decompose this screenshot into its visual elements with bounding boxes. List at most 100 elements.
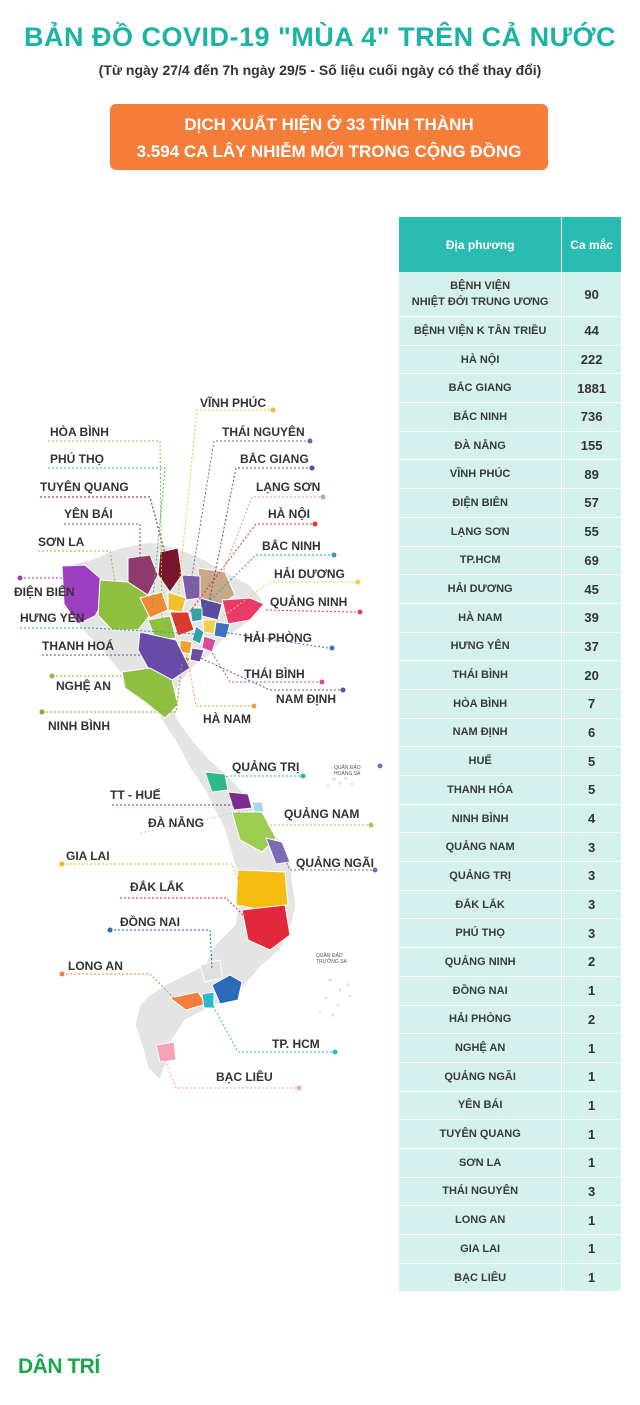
table-row: HƯNG YÊN 37 bbox=[399, 632, 621, 662]
table-row: QUẢNG NAM 3 bbox=[399, 833, 621, 863]
table-row: ĐÀ NẴNG 155 bbox=[399, 431, 621, 461]
table-row: NINH BÌNH 4 bbox=[399, 804, 621, 834]
row-cases: 57 bbox=[584, 495, 599, 511]
row-place: THÁI BÌNH bbox=[399, 661, 563, 689]
table-row: ĐẮK LẮK 3 bbox=[399, 890, 621, 920]
table-row: ĐỒNG NAI 1 bbox=[399, 976, 621, 1006]
label-truong-sa-1: QUẦN ĐẢO bbox=[316, 952, 343, 959]
row-place: GIA LAI bbox=[399, 1235, 563, 1263]
label-thanh-hoa: THANH HOÁ bbox=[42, 638, 114, 653]
table-header: Địa phương Ca mắc bbox=[399, 217, 621, 272]
label-truong-sa-2: TRƯỜNG SA bbox=[316, 958, 347, 965]
row-place: QUẢNG NGÃI bbox=[399, 1062, 563, 1091]
row-cases: 5 bbox=[588, 782, 596, 798]
table-row: HẢI PHÒNG 2 bbox=[399, 1005, 621, 1035]
province-tp-hcm-area bbox=[211, 974, 243, 1005]
province-quang-tri bbox=[204, 771, 229, 793]
row-place: HẢI PHÒNG bbox=[399, 1005, 563, 1034]
label-bac-ninh: BẮC NINH bbox=[262, 538, 321, 553]
province-tuyen-quang bbox=[157, 547, 183, 593]
row-place: THANH HÓA bbox=[399, 776, 563, 804]
row-place: PHÚ THỌ bbox=[399, 919, 563, 948]
label-yen-bai: YÊN BÁI bbox=[64, 506, 113, 521]
province-hai-duong bbox=[202, 619, 217, 635]
table-row: QUẢNG TRỊ 3 bbox=[399, 862, 621, 891]
label-dak-lak: ĐẮK LẮK bbox=[130, 879, 184, 894]
row-place: QUẢNG NAM bbox=[399, 833, 563, 862]
table-row: QUẢNG NGÃI 1 bbox=[399, 1062, 621, 1092]
row-cases: 1 bbox=[588, 1270, 596, 1286]
row-cases: 3 bbox=[588, 868, 596, 884]
table-row: HÀ NAM 39 bbox=[399, 603, 621, 633]
province-quang-ngai bbox=[265, 837, 291, 865]
province-tp-hcm bbox=[201, 991, 215, 1009]
row-cases: 44 bbox=[584, 323, 599, 339]
vietnam-map: VĨNH PHÚC HÒA BÌNH THÁI NGUYÊN PHÚ THỌ B… bbox=[14, 395, 383, 1091]
row-cases: 20 bbox=[584, 667, 599, 683]
row-cases: 55 bbox=[584, 524, 599, 540]
label-ha-noi: HÀ NỘI bbox=[268, 506, 310, 521]
label-long-an: LONG AN bbox=[68, 959, 123, 973]
table-row: PHÚ THỌ 3 bbox=[399, 919, 621, 949]
row-place: NGHỆ AN bbox=[399, 1034, 563, 1062]
label-quang-nam: QUẢNG NAM bbox=[284, 806, 359, 821]
label-gia-lai: GIA LAI bbox=[66, 849, 110, 863]
row-place: YÊN BÁI bbox=[399, 1091, 563, 1120]
row-place: LONG AN bbox=[399, 1206, 563, 1234]
row-cases: 69 bbox=[584, 552, 599, 568]
row-place: HUẾ bbox=[399, 747, 563, 775]
table-row: THANH HÓA 5 bbox=[399, 776, 621, 805]
row-cases: 1 bbox=[588, 1212, 596, 1228]
row-cases: 3 bbox=[588, 925, 596, 941]
row-place: HƯNG YÊN bbox=[399, 632, 563, 661]
row-place: VĨNH PHÚC bbox=[399, 460, 563, 489]
province-hung-yen bbox=[191, 625, 205, 645]
table-row: SƠN LA 1 bbox=[399, 1148, 621, 1178]
table-row: NGHỆ AN 1 bbox=[399, 1034, 621, 1063]
label-bac-giang: BẮC GIANG bbox=[240, 451, 309, 466]
row-cases: 1 bbox=[588, 1069, 596, 1085]
table-row: LONG AN 1 bbox=[399, 1206, 621, 1235]
row-cases: 1 bbox=[588, 1040, 596, 1056]
table-row: GIA LAI 1 bbox=[399, 1235, 621, 1264]
row-place: SƠN LA bbox=[399, 1148, 563, 1177]
header-place: Địa phương bbox=[399, 217, 563, 272]
table-row: THÁI NGUYÊN 3 bbox=[399, 1177, 621, 1207]
banner-line-provinces: DỊCH XUẤT HIỆN Ở 33 TỈNH THÀNH bbox=[184, 115, 474, 134]
islands bbox=[318, 776, 354, 1017]
row-cases: 37 bbox=[584, 638, 599, 654]
label-son-la: SƠN LA bbox=[38, 535, 85, 549]
row-place: QUẢNG NINH bbox=[399, 948, 563, 976]
label-hung-yen: HƯNG YÊN bbox=[20, 610, 84, 625]
row-place: BẮC GIANG bbox=[399, 374, 563, 403]
province-yen-bai bbox=[127, 554, 159, 596]
row-cases: 222 bbox=[580, 352, 603, 368]
table-row: BẮC NINH 736 bbox=[399, 403, 621, 432]
table-row: BỆNH VIỆN NHIỆT ĐỚI TRUNG ƯƠNG 90 bbox=[399, 272, 621, 317]
row-cases: 736 bbox=[580, 409, 603, 425]
page-title: BẢN ĐỒ COVID-19 "MÙA 4" TRÊN CẢ NƯỚC bbox=[23, 22, 617, 52]
province-nam-dinh bbox=[189, 647, 205, 663]
row-place: TP.HCM bbox=[399, 546, 563, 575]
map-labels: VĨNH PHÚC HÒA BÌNH THÁI NGUYÊN PHÚ THỌ B… bbox=[14, 395, 374, 1084]
row-place-line1: BỆNH VIỆN bbox=[450, 280, 511, 292]
row-place: ĐÀ NẴNG bbox=[399, 431, 563, 460]
row-cases: 45 bbox=[584, 581, 599, 597]
label-ha-nam: HÀ NAM bbox=[203, 711, 251, 726]
table-row: BẮC GIANG 1881 bbox=[399, 374, 621, 404]
header-cases: Ca mắc bbox=[570, 237, 613, 252]
table-row: HẢI DƯƠNG 45 bbox=[399, 575, 621, 604]
banner-line-cases: 3.594 CA LÂY NHIỄM MỚI TRONG CỘNG ĐỒNG bbox=[136, 142, 522, 161]
table-row: HÀ NỘI 222 bbox=[399, 345, 621, 375]
label-ninh-binh: NINH BÌNH bbox=[48, 718, 110, 733]
label-lang-son: LẠNG SƠN bbox=[256, 480, 320, 494]
row-cases: 1 bbox=[588, 983, 596, 999]
map-base bbox=[59, 541, 297, 1081]
row-place: BỆNH VIỆN NHIỆT ĐỚI TRUNG ƯƠNG bbox=[399, 272, 563, 316]
province-dong-nai bbox=[199, 959, 223, 983]
province-dak-lak bbox=[241, 904, 291, 951]
row-place: BẮC NINH bbox=[399, 403, 563, 431]
row-place: ĐẮK LẮK bbox=[399, 890, 563, 919]
row-place: HÀ NỘI bbox=[399, 345, 563, 374]
table-row: THÁI BÌNH 20 bbox=[399, 661, 621, 690]
